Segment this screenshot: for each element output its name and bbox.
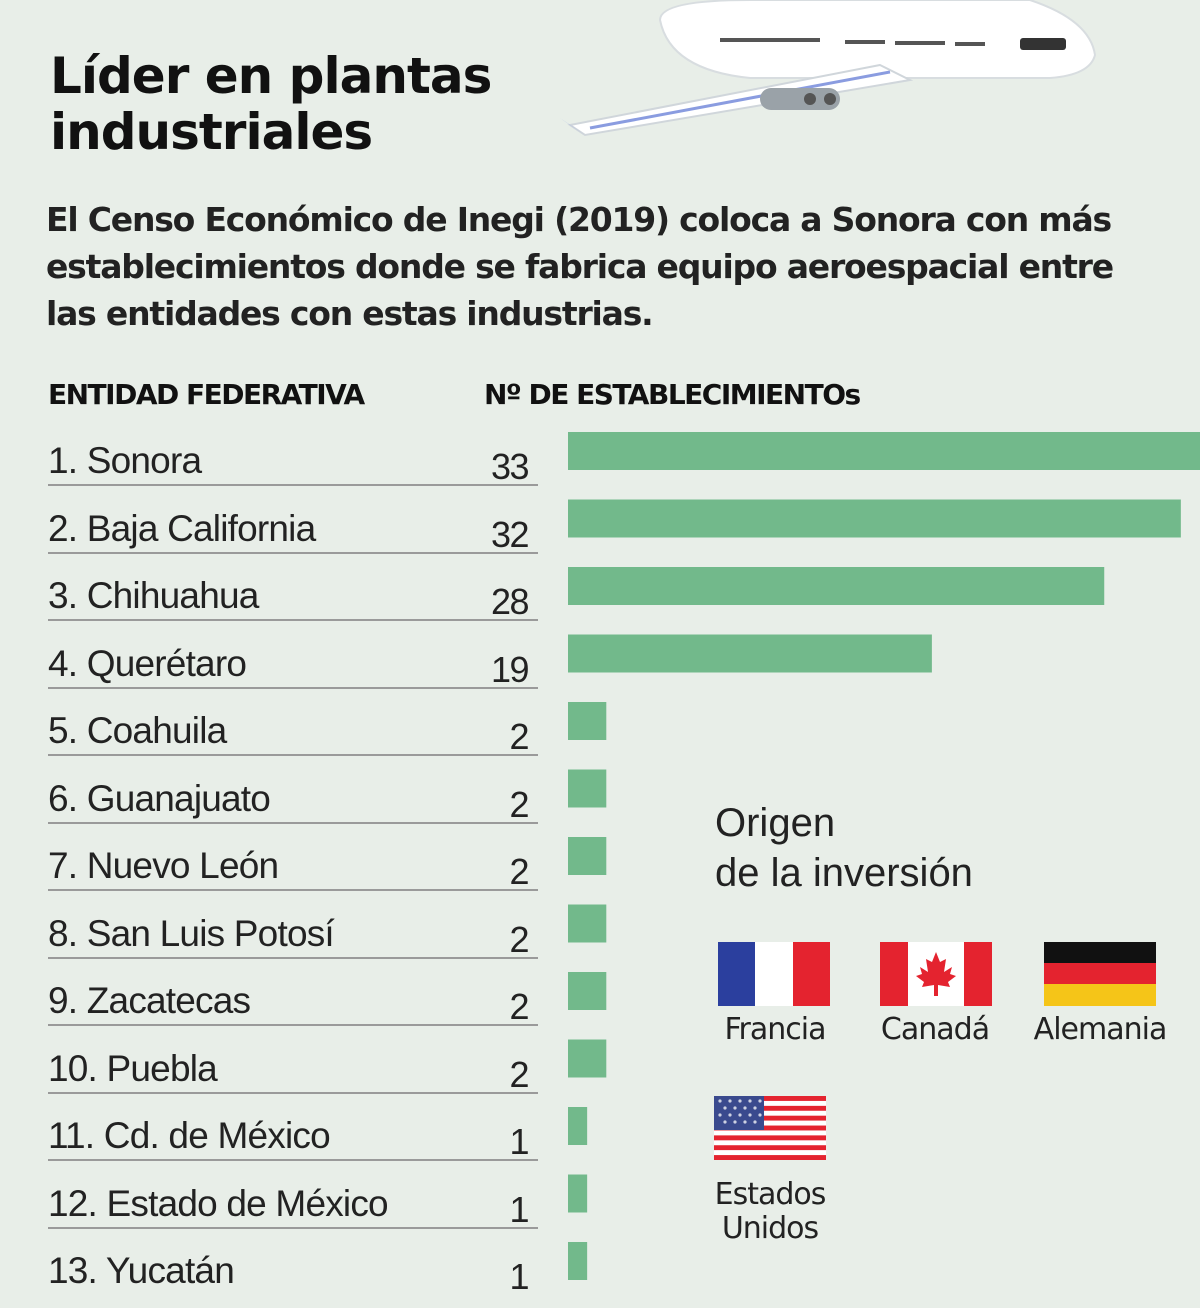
- legend-title: Origen de la inversión: [715, 798, 1135, 898]
- row-label: 10. Puebla: [48, 1047, 218, 1089]
- bar: [568, 702, 607, 740]
- germany-flag-icon: [1044, 942, 1156, 1006]
- row-value: 2: [509, 986, 529, 1027]
- row-value: 2: [509, 783, 529, 825]
- flag-label-canada: Canadá: [880, 1012, 990, 1047]
- bar: [568, 1107, 588, 1145]
- row-label: 2. Baja California: [48, 507, 316, 549]
- legend-title-line1: Origen: [715, 801, 836, 845]
- row-value: 19: [490, 648, 530, 690]
- row-divider: [48, 889, 538, 891]
- row-divider: [48, 551, 538, 554]
- row-divider: [48, 956, 538, 959]
- row-divider: [48, 686, 538, 689]
- bar: [568, 1174, 588, 1213]
- row-value: 1: [509, 1121, 529, 1162]
- row-value: 33: [490, 446, 530, 487]
- row-label: 1. Sonora: [48, 440, 202, 481]
- row-label: 13. Yucatán: [48, 1250, 235, 1291]
- row-label: 7. Nuevo León: [48, 845, 279, 886]
- bar: [568, 972, 607, 1010]
- count-column-header: Nº DE ESTABLECIMIENTOs: [484, 378, 861, 411]
- row-divider: [48, 1091, 538, 1094]
- row-value: 1: [509, 1256, 529, 1297]
- row-divider: [48, 1024, 538, 1026]
- bar: [568, 634, 932, 673]
- bar: [568, 499, 1181, 538]
- row-label: 11. Cd. de México: [48, 1115, 331, 1156]
- entity-column-header: ENTIDAD FEDERATIVA: [48, 378, 365, 411]
- row-divider: [48, 619, 538, 621]
- flag-label-usa-line2: Unidos: [721, 1211, 819, 1246]
- bar: [568, 432, 1200, 470]
- row-value: 2: [509, 1053, 529, 1095]
- row-value: 2: [509, 716, 529, 757]
- row-divider: [48, 754, 538, 756]
- row-label: 8. San Luis Potosí: [48, 912, 335, 954]
- bar: [568, 837, 607, 875]
- bar: [568, 904, 607, 943]
- bar: [568, 567, 1105, 605]
- canada-flag-icon: [880, 942, 992, 1006]
- legend-title-line2: de la inversión: [715, 851, 973, 895]
- row-label: 12. Estado de México: [48, 1182, 389, 1224]
- flag-label-usa: Estados Unidos: [700, 1178, 840, 1246]
- row-divider: [48, 821, 538, 824]
- row-value: 2: [509, 918, 529, 960]
- row-value: 1: [509, 1188, 529, 1230]
- row-value: 2: [509, 851, 529, 892]
- row-label: 9. Zacatecas: [48, 980, 251, 1021]
- row-label: 3. Chihuahua: [48, 575, 259, 616]
- bar: [568, 1039, 607, 1078]
- row-divider: [48, 1159, 538, 1161]
- row-divider: [48, 484, 538, 486]
- row-label: 4. Querétaro: [48, 642, 247, 684]
- usa-flag-icon: [714, 1096, 826, 1160]
- flag-label-usa-line1: Estados: [714, 1177, 827, 1212]
- flag-label-france: Francia: [724, 1012, 826, 1047]
- france-flag-icon: [718, 942, 830, 1006]
- row-value: 32: [490, 513, 530, 555]
- bar: [568, 769, 607, 808]
- chart-title: Líder en plantas industriales: [50, 47, 492, 161]
- chart-subtitle: El Censo Económico de Inegi (2019) coloc…: [46, 200, 1114, 333]
- row-value: 28: [490, 581, 530, 622]
- bar: [568, 1242, 588, 1280]
- row-label: 6. Guanajuato: [48, 777, 271, 819]
- row-label: 5. Coahuila: [48, 710, 227, 751]
- row-divider: [48, 1226, 538, 1229]
- airplane-illustration: [560, 0, 1097, 137]
- flag-label-germany: Alemania: [1033, 1012, 1168, 1047]
